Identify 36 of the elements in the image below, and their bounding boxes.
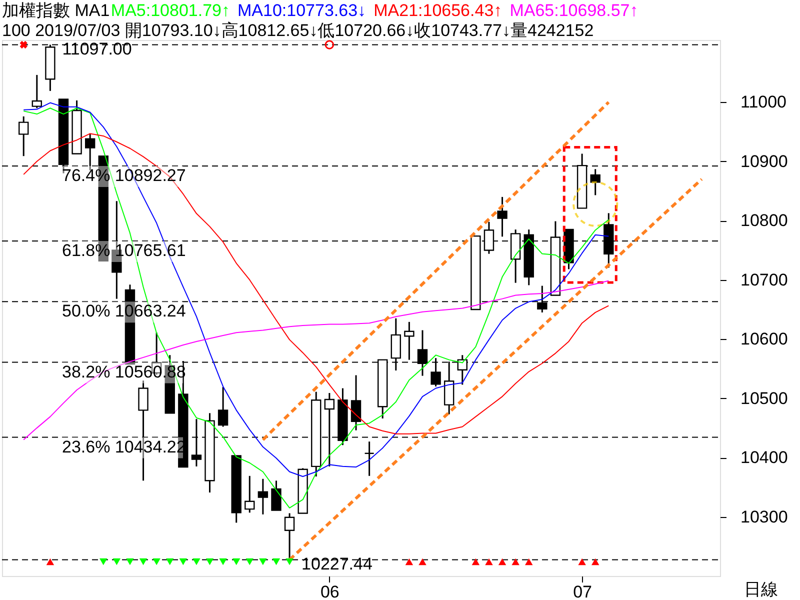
ref-line-label: 61.8% 10765.61 (62, 241, 186, 260)
candlestick (404, 321, 414, 361)
y-tick-label: 10300 (740, 507, 788, 526)
candlestick (32, 74, 42, 109)
y-tick-label: 10800 (740, 211, 788, 230)
y-tick-label: 10400 (740, 448, 788, 468)
y-tick-label: 10500 (740, 388, 788, 408)
x-tick-label: 06 (320, 582, 340, 600)
y-tick-label: 10600 (740, 330, 788, 349)
text: MA10:10773.63↓ (238, 1, 366, 20)
text: MA21:10656.43↑ (374, 1, 502, 20)
chart-subtitle: 100 2019/07/03 開10793.10↓高10812.65↓低10720.66↓收10743.77↓量4242152 (2, 21, 594, 40)
annotation: 10227.44 (302, 554, 372, 574)
candlestick (590, 168, 600, 196)
text: 日線 (744, 580, 778, 599)
ref-line-label: 76.4% 10892.27 (62, 166, 186, 185)
text: MA65:10698.57↑ (510, 1, 638, 20)
chart-title: 加權指數 MA1 (2, 1, 110, 20)
candlestick (244, 475, 255, 514)
x-tick-label: 07 (573, 582, 592, 600)
candlestick (258, 478, 268, 516)
candlestick (364, 440, 374, 477)
candlestick (218, 386, 228, 428)
candlestick (271, 480, 282, 512)
ref-line-label: 23.6% 10434.22 (62, 437, 186, 456)
text: MA5:10801.79↑ (110, 1, 230, 20)
y-tick-label: 10700 (740, 270, 788, 290)
candlestick (350, 374, 362, 432)
annotation: 11097.00 (62, 40, 132, 59)
y-tick-label: 10900 (740, 152, 788, 171)
ref-line-label: 50.0% 10663.24 (62, 302, 186, 321)
line-series (23, 133, 610, 434)
y-tick-label: 11000 (740, 92, 787, 112)
candlestick (497, 196, 508, 238)
candlestick (18, 116, 29, 157)
line-series (23, 280, 610, 440)
